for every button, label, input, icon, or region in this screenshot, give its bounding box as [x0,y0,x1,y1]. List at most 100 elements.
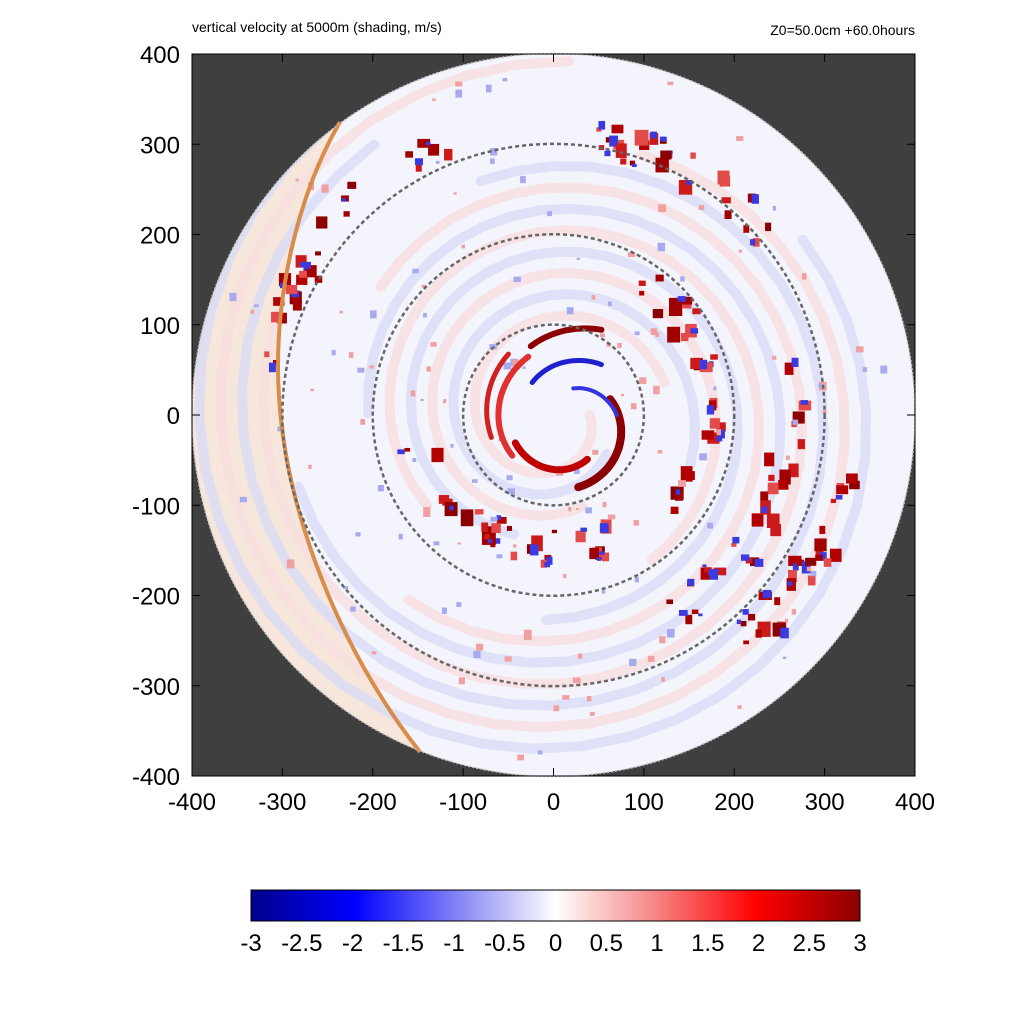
convective-cell [520,176,526,184]
convective-cell [670,506,679,515]
convective-cell [513,276,521,283]
convective-cell [716,429,722,436]
convective-cell [668,297,683,317]
convective-cell [784,618,789,623]
spiral-band [469,310,670,479]
colorbar-tick-label: 0.5 [590,930,623,957]
convective-cell [272,360,279,366]
convective-cell [822,410,827,413]
convective-cell [415,163,422,172]
convective-cell [686,180,693,185]
convective-cell [649,132,659,145]
convective-cell [426,366,431,372]
convective-cell [716,422,726,432]
y-tick-label: 200 [140,223,180,250]
convective-cell [607,514,616,520]
convective-cell [762,589,772,599]
convective-cell [764,452,775,467]
y-tick-label: 400 [140,42,180,69]
convective-cell [331,349,336,356]
convective-cell [292,299,302,311]
convective-cell [291,291,300,298]
eyewall-arc [529,358,604,385]
convective-cell [487,539,492,543]
colorbar-tick-label: -1 [443,930,464,957]
convective-cell [544,562,551,568]
convective-cell [797,439,805,450]
reference-circle-100 [461,323,646,507]
convective-cell [601,552,610,562]
convective-cell [444,148,453,161]
convective-cell [660,150,672,160]
convective-cell [650,131,657,139]
convective-cell [592,449,599,455]
eyewall-arc [571,386,619,418]
convective-cell [369,365,374,369]
convective-cell [688,471,695,481]
convective-cell [780,627,789,639]
convective-cell [435,160,440,164]
convective-cell [601,590,606,594]
convective-cell [836,485,849,495]
convective-cell [680,276,685,282]
convective-cell [667,326,681,343]
spiral-band [427,267,722,566]
convective-cell [398,533,403,540]
x-tick-label: 0 [547,789,560,816]
x-tick-label: -300 [258,789,306,816]
convective-cell [586,695,592,702]
colorbar-tick-label: 2.5 [793,930,826,957]
convective-cell [471,479,478,483]
convective-cell [457,542,461,545]
convective-cell [490,158,495,164]
convective-cell [417,138,431,148]
convective-cell [818,383,824,388]
convective-cell [264,351,270,358]
convective-cell [687,578,695,586]
convective-cell [455,81,463,87]
x-tick-label: 400 [895,789,935,816]
x-tick-label: -400 [168,789,216,816]
convective-cell [681,296,693,305]
convective-cell [709,418,720,429]
convective-cell [680,466,693,482]
colorbar-tick-label: 3 [853,930,866,957]
convective-cell [751,194,759,204]
convective-cell [678,480,686,487]
convective-cell [814,538,827,552]
reference-circle-200 [371,233,736,597]
convective-cell [432,98,436,102]
colorbar-tick-label: -0.5 [484,930,525,957]
convective-cell [229,292,237,302]
convective-cell [606,343,611,347]
colorbar-tick-label: 0 [549,930,562,957]
convective-cell [709,568,719,580]
convective-cell [350,606,356,612]
convective-cell [531,535,543,552]
convective-cell [717,170,730,185]
convective-cell [341,198,346,202]
colorbar-tick-label: 1.5 [691,930,724,957]
convective-cell [633,519,639,526]
convective-cell [495,538,501,544]
convective-cell [316,216,328,229]
convective-cell [254,304,259,308]
convective-cell [691,609,699,615]
convective-cell [713,567,727,576]
convective-cell [800,400,808,405]
y-tick-label: 100 [140,313,180,340]
convective-cell [741,554,750,561]
convective-cell [510,551,518,561]
convective-cell [523,629,532,641]
convective-cell [490,516,498,522]
colorbar-tick-label: -1.5 [383,930,424,957]
convective-cell [698,613,703,617]
x-tick-label: 300 [805,789,845,816]
convective-cell [634,576,639,583]
convective-cell [315,251,321,256]
convective-cell [420,398,424,401]
convective-cell [496,516,507,524]
convective-cell [617,342,622,349]
convective-cell [421,284,426,288]
reference-circles [281,142,826,688]
